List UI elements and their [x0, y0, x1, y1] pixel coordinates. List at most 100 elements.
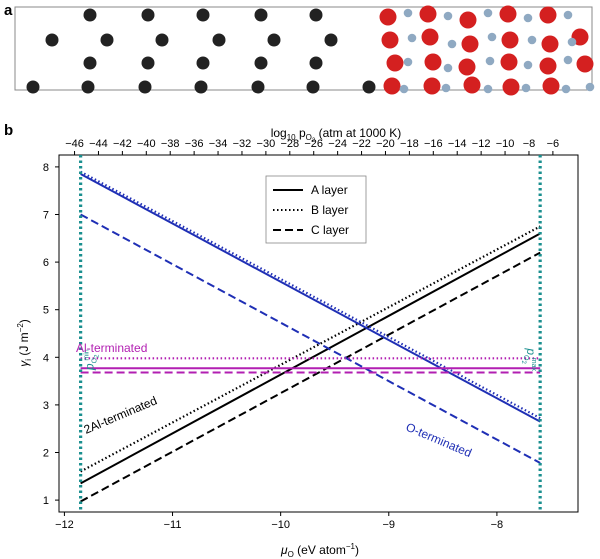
y-tick-label: 5: [43, 305, 49, 317]
top-tick-label: −16: [424, 138, 443, 150]
series-2al-terminated-a-layer: [80, 232, 541, 485]
grey-atom: [567, 37, 577, 47]
red-atom: [541, 35, 559, 53]
top-tick-label: −6: [547, 138, 560, 150]
black-atom: [254, 8, 268, 22]
top-tick-label: −40: [137, 138, 156, 150]
annotation-2al-terminated: 2Al-terminated: [82, 393, 159, 436]
top-tick-label: −22: [352, 138, 371, 150]
grey-atom: [561, 84, 571, 94]
x-tick-label: −10: [271, 519, 290, 531]
grey-atom: [403, 8, 413, 18]
grey-atom: [563, 55, 573, 65]
red-atom: [539, 6, 557, 24]
grey-atom: [403, 57, 413, 67]
red-atom: [379, 8, 397, 26]
red-atom: [383, 77, 401, 95]
black-atom: [194, 80, 208, 94]
black-atom: [141, 8, 155, 22]
legend-label: A layer: [311, 183, 348, 197]
legend-label: B layer: [311, 203, 348, 217]
top-tick-label: −20: [376, 138, 395, 150]
red-atom: [459, 11, 477, 29]
x-tick-label: −8: [491, 519, 504, 531]
black-atom: [196, 56, 210, 70]
grey-atom: [563, 10, 573, 20]
series-o-terminated-c-layer: [80, 213, 541, 464]
grey-atom: [521, 83, 531, 93]
grey-atom: [483, 84, 493, 94]
red-atom: [499, 5, 517, 23]
y-tick-label: 7: [43, 210, 49, 222]
y-tick-label: 2: [43, 448, 49, 460]
legend: A layer B layer C layer: [265, 175, 367, 244]
grey-atom: [399, 84, 409, 94]
atomic-structure-slab: [14, 5, 595, 96]
black-atom: [83, 56, 97, 70]
grey-atom: [527, 35, 537, 45]
black-atom: [309, 56, 323, 70]
black-atom: [141, 56, 155, 70]
top-tick-label: −32: [233, 138, 252, 150]
grey-atom: [443, 11, 453, 21]
black-atom: [212, 33, 226, 47]
black-atom: [267, 33, 281, 47]
red-atom: [424, 53, 442, 71]
plot-area: [58, 154, 579, 513]
series-2al-terminated-c-layer: [80, 251, 541, 503]
black-atom: [138, 80, 152, 94]
top-tick-label: −12: [472, 138, 491, 150]
y-tick-label: 1: [43, 495, 49, 507]
top-tick-label: −42: [113, 138, 132, 150]
red-atom: [461, 35, 479, 53]
top-axis-title: log10 pO2 (atm at 1000 K): [271, 126, 402, 144]
black-atom: [81, 80, 95, 94]
red-atom: [386, 54, 404, 72]
annotation-o-terminated: O-terminated: [404, 420, 474, 460]
y-tick-label: 8: [43, 162, 49, 174]
red-atom: [502, 78, 520, 96]
top-tick-label: −24: [328, 138, 347, 150]
top-tick-label: −34: [209, 138, 228, 150]
top-tick-label: −10: [496, 138, 515, 150]
black-atom: [100, 33, 114, 47]
series-layer: [80, 170, 541, 503]
grey-atom: [585, 82, 595, 92]
black-atom: [306, 80, 320, 94]
y-tick-label: 6: [43, 257, 49, 269]
top-tick-label: −14: [448, 138, 467, 150]
panel-a-letter: a: [4, 2, 13, 19]
top-tick-label: −18: [400, 138, 419, 150]
red-atom: [539, 57, 557, 75]
top-tick-label: −46: [65, 138, 84, 150]
series-o-terminated-a-layer: [80, 173, 541, 423]
annotation-al-terminated: Al-terminated: [76, 341, 147, 355]
x-axis-title: μO (eV atom−1): [280, 542, 359, 559]
red-atom: [421, 28, 439, 46]
y-axis-title: γi (J m−2): [16, 319, 33, 367]
red-atom: [458, 58, 476, 76]
top-tick-label: −28: [280, 138, 299, 150]
grey-atom: [447, 39, 457, 49]
x-tick-label: −12: [55, 519, 74, 531]
series-2al-terminated-b-layer: [80, 225, 541, 473]
grey-atom: [407, 33, 417, 43]
pO2-min-label: pO2min: [83, 349, 101, 371]
black-atom: [196, 8, 210, 22]
vertical-limits: pO2min pO2 max: [79, 155, 542, 512]
y-tick-label: 3: [43, 400, 49, 412]
top-tick-label: −30: [257, 138, 276, 150]
top-tick-label: −36: [185, 138, 204, 150]
top-tick-label: −38: [161, 138, 180, 150]
x-tick-label: −11: [164, 519, 182, 531]
black-atom: [155, 33, 169, 47]
red-atom: [576, 55, 594, 73]
red-atom: [381, 31, 399, 49]
series-o-terminated-b-layer: [80, 170, 541, 420]
panel-b-letter: b: [4, 122, 13, 139]
grey-atom: [483, 8, 493, 18]
pO2-max-label: pO2 max: [520, 347, 538, 371]
black-atom: [324, 33, 338, 47]
